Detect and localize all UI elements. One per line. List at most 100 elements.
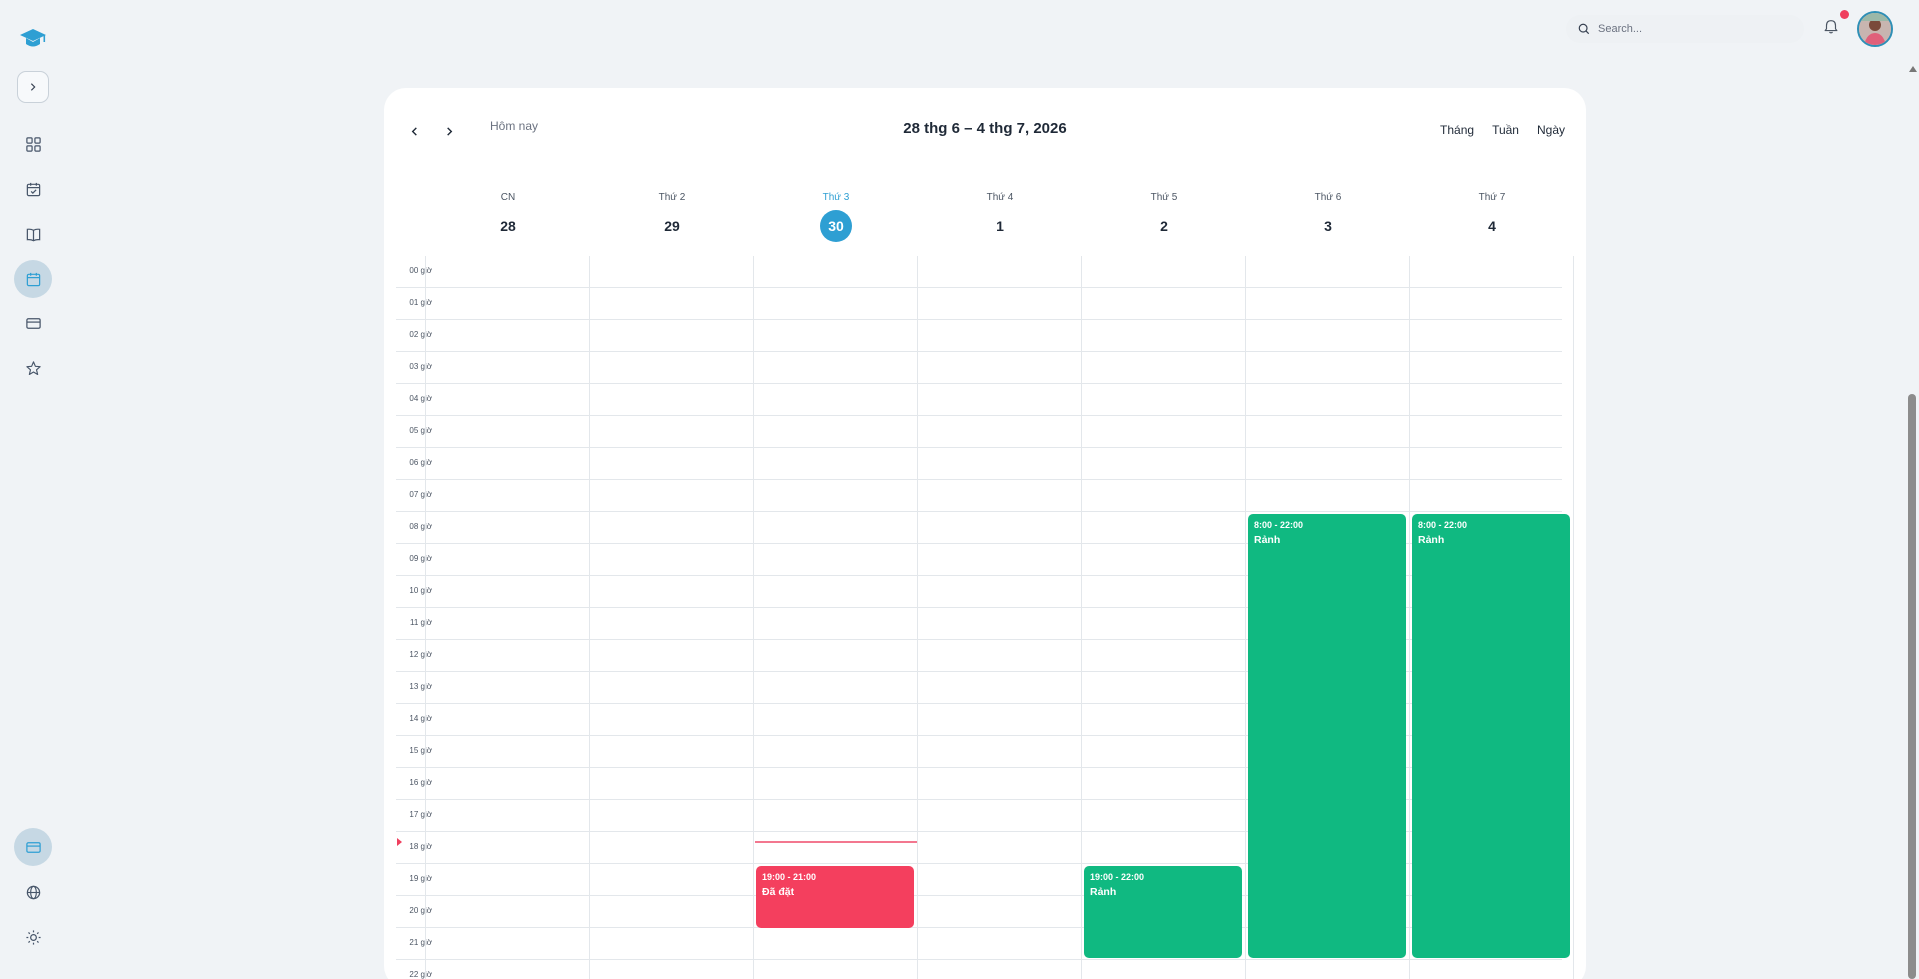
sidebar-item-favorites[interactable] bbox=[14, 349, 52, 387]
chevron-right-icon bbox=[446, 126, 452, 136]
day-header[interactable]: CN 28 bbox=[426, 190, 590, 242]
chevron-left-icon bbox=[411, 126, 417, 136]
globe-icon bbox=[26, 885, 40, 899]
day-number: 3 bbox=[1324, 218, 1332, 234]
view-day-button[interactable]: Ngày bbox=[1536, 123, 1565, 137]
star-icon bbox=[25, 360, 41, 375]
schedule-event-available[interactable]: 19:00 - 22:00 Rảnh bbox=[1084, 866, 1242, 959]
hour-row: 08 giờ bbox=[396, 512, 1562, 544]
hour-row: 15 giờ bbox=[396, 736, 1562, 768]
hour-row: 16 giờ bbox=[396, 768, 1562, 800]
hour-row: 09 giờ bbox=[396, 544, 1562, 576]
view-switcher: Tháng Tuần Ngày bbox=[1431, 115, 1574, 145]
current-time-line bbox=[755, 841, 917, 843]
day-number: 28 bbox=[500, 218, 516, 234]
sun-icon bbox=[25, 929, 41, 945]
day-column-divider bbox=[425, 256, 426, 979]
schedule-event-available[interactable]: 8:00 - 22:00 Rảnh bbox=[1248, 514, 1406, 959]
hour-row: 00 giờ bbox=[396, 256, 1562, 288]
schedule-event-booked[interactable]: 19:00 - 21:00 Đã đặt bbox=[756, 866, 914, 928]
hour-row: 01 giờ bbox=[396, 288, 1562, 320]
sidebar-toggle-button[interactable] bbox=[17, 71, 49, 103]
event-time: 19:00 - 22:00 bbox=[1090, 872, 1145, 882]
sidebar-item-billing[interactable] bbox=[14, 828, 52, 866]
event-time: 8:00 - 22:00 bbox=[1418, 520, 1468, 530]
day-name: Thứ 6 bbox=[1314, 192, 1342, 203]
avatar[interactable] bbox=[1857, 11, 1893, 47]
hour-label: 02 giờ bbox=[409, 330, 432, 339]
search-input[interactable] bbox=[1598, 23, 1778, 35]
hour-row: 12 giờ bbox=[396, 640, 1562, 672]
event-time: 19:00 - 21:00 bbox=[762, 872, 817, 882]
hour-label: 14 giờ bbox=[409, 714, 432, 723]
grid-icon bbox=[25, 136, 41, 152]
hour-label: 16 giờ bbox=[409, 778, 432, 787]
hour-row: 18 giờ bbox=[396, 832, 1562, 864]
hour-label: 19 giờ bbox=[409, 874, 432, 883]
day-header[interactable]: Thứ 3 30 bbox=[754, 190, 918, 242]
hour-row: 21 giờ bbox=[396, 928, 1562, 960]
hour-row: 19 giờ bbox=[396, 864, 1562, 896]
hour-row: 06 giờ bbox=[396, 448, 1562, 480]
next-week-button[interactable] bbox=[432, 116, 466, 146]
day-number: 4 bbox=[1488, 218, 1496, 234]
hour-label: 07 giờ bbox=[409, 490, 432, 499]
sidebar-item-courses[interactable] bbox=[14, 215, 52, 253]
hour-row: 17 giờ bbox=[396, 800, 1562, 832]
day-column-divider bbox=[1081, 256, 1082, 979]
book-icon bbox=[26, 228, 40, 241]
hour-label: 17 giờ bbox=[409, 810, 432, 819]
hour-row: 07 giờ bbox=[396, 480, 1562, 512]
day-header[interactable]: Thứ 2 29 bbox=[590, 190, 754, 242]
hour-row: 03 giờ bbox=[396, 352, 1562, 384]
hour-row: 20 giờ bbox=[396, 896, 1562, 928]
day-header[interactable]: Thứ 6 3 bbox=[1246, 190, 1410, 242]
hour-label: 08 giờ bbox=[409, 522, 432, 531]
previous-week-button[interactable] bbox=[397, 116, 431, 146]
day-header[interactable]: Thứ 7 4 bbox=[1410, 190, 1574, 242]
hour-label: 12 giờ bbox=[409, 650, 432, 659]
date-range-title: 28 thg 6 – 4 thg 7, 2026 bbox=[903, 120, 1067, 137]
sidebar-item-tasks[interactable] bbox=[14, 170, 52, 208]
day-number: 2 bbox=[1160, 218, 1168, 234]
graduation-cap-logo-icon[interactable] bbox=[18, 24, 48, 54]
event-time: 8:00 - 22:00 bbox=[1254, 520, 1304, 530]
schedule-event-available[interactable]: 8:00 - 22:00 Rảnh bbox=[1412, 514, 1570, 959]
hour-label: 18 giờ bbox=[409, 842, 432, 851]
view-month-button[interactable]: Tháng bbox=[1440, 123, 1475, 137]
sidebar-item-schedule[interactable] bbox=[14, 260, 52, 298]
day-name: Thứ 4 bbox=[986, 192, 1014, 203]
hour-label: 20 giờ bbox=[409, 906, 432, 915]
event-label: Đã đặt bbox=[762, 886, 795, 898]
event-label: Rảnh bbox=[1254, 534, 1281, 546]
day-number: 29 bbox=[664, 218, 680, 234]
day-header[interactable]: Thứ 4 1 bbox=[918, 190, 1082, 242]
scroll-thumb[interactable] bbox=[1908, 394, 1916, 979]
today-button[interactable]: Hôm nay bbox=[490, 119, 539, 133]
page-scrollbar[interactable] bbox=[1905, 60, 1919, 979]
notification-badge bbox=[1840, 10, 1849, 19]
sidebar-item-dashboard[interactable] bbox=[14, 125, 52, 163]
sidebar-item-language[interactable] bbox=[14, 873, 52, 911]
calendar-card: Hôm nay 28 thg 6 – 4 thg 7, 2026 Tháng T… bbox=[384, 88, 1586, 979]
card-icon bbox=[25, 841, 41, 853]
day-column-divider bbox=[1573, 256, 1574, 979]
hour-label: 06 giờ bbox=[409, 458, 432, 467]
bell-icon[interactable] bbox=[1822, 18, 1842, 38]
sidebar-item-theme[interactable] bbox=[14, 918, 52, 956]
week-grid[interactable]: 00 giờ 01 giờ 02 giờ 03 giờ 04 giờ 05 giờ 06 g… bbox=[384, 256, 1586, 979]
scroll-up-arrow-icon[interactable] bbox=[1909, 66, 1917, 72]
day-header[interactable]: Thứ 5 2 bbox=[1082, 190, 1246, 242]
hour-label: 01 giờ bbox=[409, 298, 432, 307]
hour-row: 22 giờ bbox=[396, 960, 1562, 979]
day-column-divider bbox=[1409, 256, 1410, 979]
event-label: Rảnh bbox=[1418, 534, 1445, 546]
view-week-button[interactable]: Tuần bbox=[1492, 123, 1519, 137]
sidebar-item-payments[interactable] bbox=[14, 304, 52, 342]
search-bar[interactable] bbox=[1566, 15, 1804, 43]
hour-label: 03 giờ bbox=[409, 362, 432, 371]
day-name: CN bbox=[500, 192, 516, 203]
card-icon bbox=[25, 317, 41, 329]
day-name: Thứ 5 bbox=[1150, 192, 1178, 203]
day-column-divider bbox=[589, 256, 590, 979]
